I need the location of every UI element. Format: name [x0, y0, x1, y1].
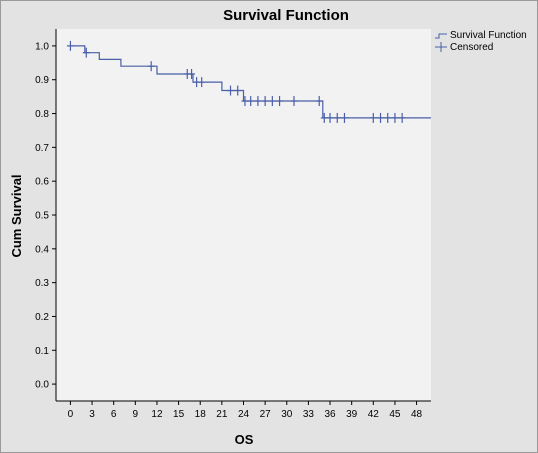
x-tick-label: 3 [89, 409, 95, 420]
censored-marker [326, 112, 334, 123]
x-tick-label: 18 [195, 409, 207, 420]
y-tick-label: 0.0 [35, 380, 49, 391]
censored-marker [227, 85, 235, 96]
plot-area [56, 29, 431, 401]
chart-title: Survival Function [223, 7, 349, 24]
x-tick-label: 36 [324, 409, 336, 420]
censored-marker [268, 96, 276, 107]
y-tick-label: 0.4 [35, 244, 49, 255]
censored-marker [369, 112, 377, 123]
x-tick-label: 48 [411, 409, 423, 420]
y-tick-label: 0.7 [35, 143, 49, 154]
y-tick-label: 0.5 [35, 211, 49, 222]
censored-marker [198, 77, 206, 88]
censored-marker [276, 96, 284, 107]
censored-marker [290, 96, 298, 107]
censored-marker [377, 112, 385, 123]
x-tick-label: 45 [389, 409, 401, 420]
censored-marker [82, 47, 90, 58]
censored-marker [333, 112, 341, 123]
y-tick-label: 0.6 [35, 177, 49, 188]
series-layer [66, 40, 431, 123]
x-tick-label: 6 [111, 409, 117, 420]
x-tick-label: 12 [151, 409, 163, 420]
y-tick-label: 0.3 [35, 278, 49, 289]
y-axis-title: Cum Survival [9, 174, 24, 257]
x-tick-label: 39 [346, 409, 358, 420]
x-tick-label: 33 [303, 409, 315, 420]
censored-marker [384, 112, 392, 123]
x-axis-title: OS [235, 432, 254, 447]
x-tick-label: 15 [173, 409, 185, 420]
legend-label-censored: Censored [450, 42, 493, 53]
x-tick-label: 21 [216, 409, 228, 420]
legend-swatch-survival-function [435, 33, 447, 39]
x-tick-label: 30 [281, 409, 293, 420]
y-tick-label: 0.9 [35, 75, 49, 86]
x-tick-label: 27 [260, 409, 272, 420]
y-axis: 0.0 0.1 0.2 0.3 0.4 0.5 0.6 0.7 0.8 0.9 1.0 [35, 41, 56, 391]
x-tick-label: 24 [238, 409, 250, 420]
x-tick-label: 9 [133, 409, 139, 420]
y-tick-label: 0.1 [35, 346, 49, 357]
x-tick-label: 0 [68, 409, 74, 420]
legend: Survival Function Censored [435, 30, 527, 53]
censored-marker [261, 96, 269, 107]
censored-marker [315, 96, 323, 107]
x-tick-label: 42 [368, 409, 380, 420]
legend-label-survival-function: Survival Function [450, 30, 527, 41]
censored-marker [254, 96, 262, 107]
censored-marker [234, 85, 242, 96]
censored-marker [188, 68, 196, 79]
y-tick-label: 1.0 [35, 41, 49, 52]
y-tick-label: 0.2 [35, 312, 49, 323]
censored-marker [66, 40, 74, 51]
censored-marker [391, 112, 399, 123]
censored-marker [340, 112, 348, 123]
x-axis: 0 3 6 9 12 15 18 21 24 27 30 33 36 39 42 45 48 [68, 401, 423, 420]
censored-marker [398, 112, 406, 123]
censored-marker [247, 96, 255, 107]
censored-marker [147, 61, 155, 72]
y-tick-label: 0.8 [35, 109, 49, 120]
